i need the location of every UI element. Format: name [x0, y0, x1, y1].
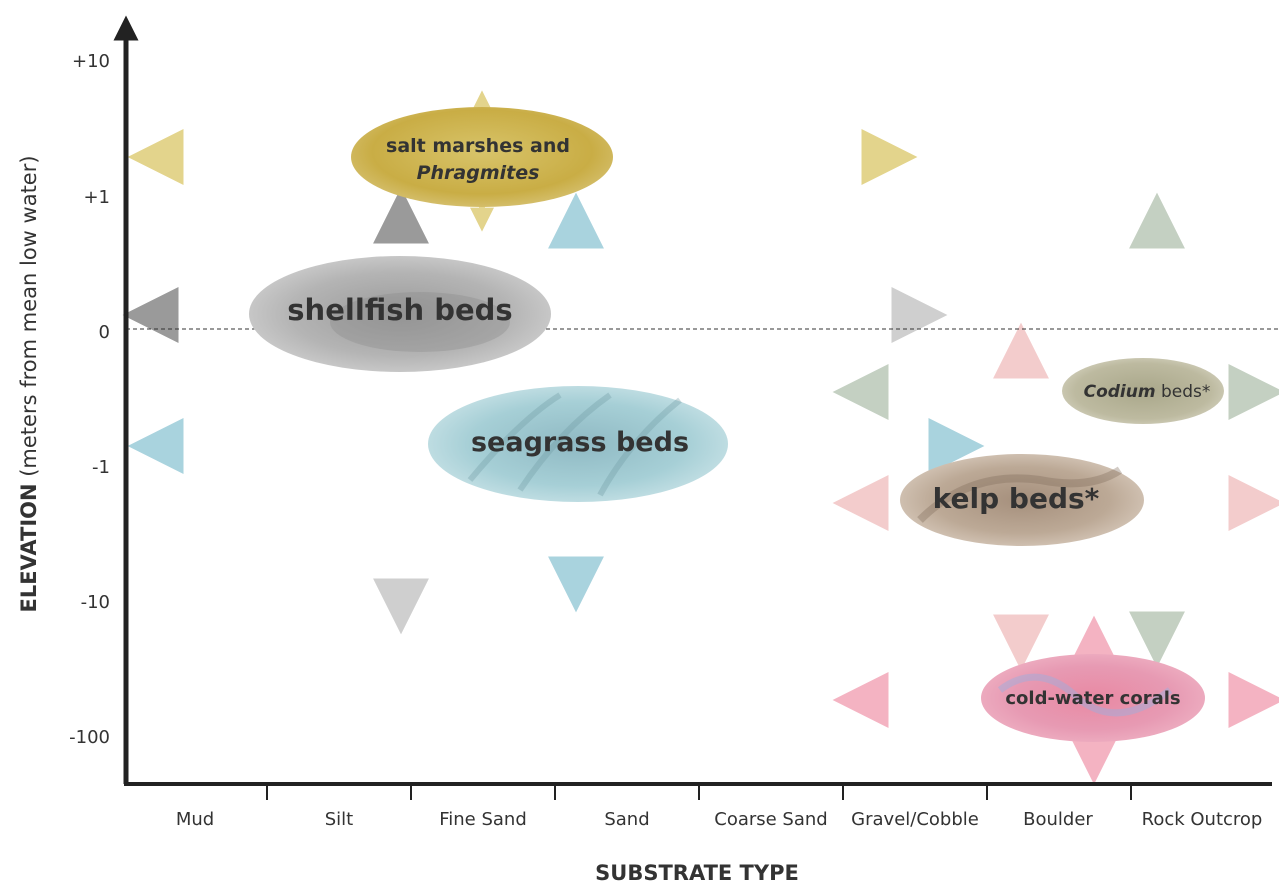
seagrass-blade-texture: [467, 392, 682, 497]
x-category-label: Fine Sand: [439, 809, 527, 830]
coral-texture: [997, 673, 1173, 717]
y-axis-title-bold: ELEVATION: [17, 483, 41, 612]
y-tick-label: +10: [72, 51, 110, 72]
salt-marsh-label-line1: salt marshes and: [386, 135, 570, 157]
y-tick-label: +1: [83, 187, 110, 208]
x-category-label: Silt: [325, 809, 354, 830]
seagrass-ellipse: [428, 386, 728, 502]
coral-node: cold-water corals: [981, 654, 1205, 742]
x-category-label: Mud: [176, 809, 214, 830]
y-axis-title: ELEVATION (meters from mean low water): [17, 155, 41, 612]
coral-ellipse: [981, 654, 1205, 742]
seagrass-node: seagrass beds: [428, 386, 728, 502]
y-tick-label: 0: [99, 322, 110, 343]
y-tick-label: -100: [69, 727, 110, 748]
salt-marsh-ellipse: [351, 107, 613, 207]
x-category-label: Sand: [604, 809, 649, 830]
x-category-label: Coarse Sand: [714, 809, 827, 830]
codium-label: Codium beds*: [1084, 382, 1211, 402]
y-tick-label: -1: [92, 457, 110, 478]
salt-marsh-node: salt marshes and Phragmites: [351, 107, 613, 207]
codium-node: Codium beds*: [1062, 358, 1224, 424]
shellfish-ellipse: [249, 256, 551, 372]
codium-ellipse: [1062, 358, 1224, 424]
kelp-ellipse: [900, 454, 1144, 546]
shellfish-texture: [330, 292, 510, 352]
codium-label-rest: beds*: [1156, 382, 1211, 402]
shellfish-node: shellfish beds: [249, 256, 551, 372]
coral-label: cold-water corals: [1005, 688, 1180, 709]
y-tick-label: -10: [81, 592, 110, 613]
x-tick-marks: [266, 784, 1132, 800]
x-category-label: Boulder: [1023, 809, 1093, 830]
kelp-label: kelp beds*: [933, 482, 1100, 515]
codium-label-italic: Codium: [1084, 382, 1156, 402]
shellfish-label: shellfish beds: [287, 293, 512, 327]
x-category-label: Rock Outcrop: [1142, 809, 1263, 830]
kelp-texture: [917, 466, 1123, 523]
x-axis-title: SUBSTRATE TYPE: [595, 861, 799, 884]
x-category-label: Gravel/Cobble: [851, 809, 979, 830]
salt-marsh-label-line2: Phragmites: [417, 162, 540, 184]
kelp-node: kelp beds*: [900, 454, 1144, 546]
y-axis-title-rest: (meters from mean low water): [17, 155, 41, 483]
seagrass-label: seagrass beds: [471, 427, 689, 458]
